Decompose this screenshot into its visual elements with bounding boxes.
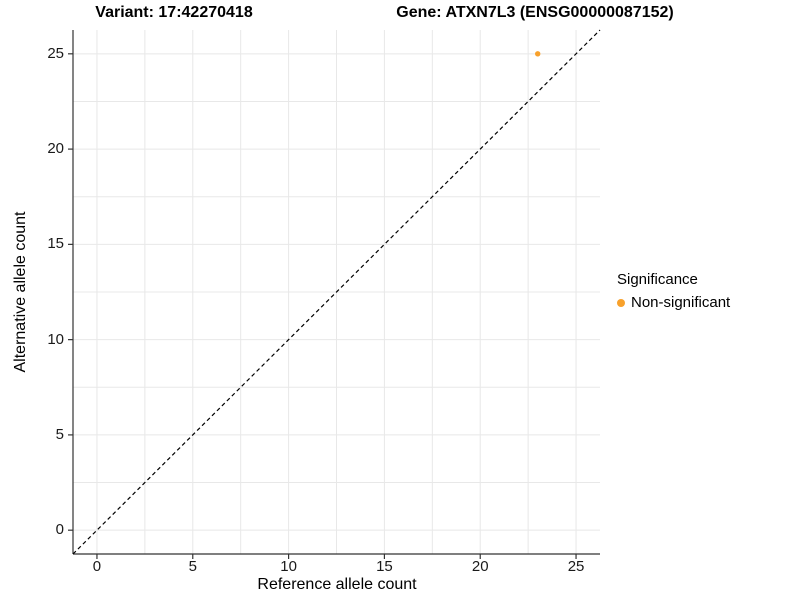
data-point xyxy=(535,51,541,57)
x-tick-label: 25 xyxy=(567,558,585,575)
x-tick-label: 20 xyxy=(471,558,489,575)
y-tick-label: 10 xyxy=(47,330,64,348)
x-tick-label: 15 xyxy=(376,558,393,575)
plot-title-gene: Gene: ATXN7L3 (ENSG00000087152) xyxy=(396,4,674,21)
x-tick-label: 0 xyxy=(92,558,102,575)
x-tick-label: 5 xyxy=(188,558,197,575)
x-axis-title: Reference allele count xyxy=(257,576,417,593)
plot-title-variant: Variant: 17:42270418 xyxy=(95,4,253,21)
identity-line xyxy=(72,29,601,555)
legend-item-label: Non-significant xyxy=(631,294,731,311)
legend: Significance Non-significant xyxy=(617,271,730,311)
y-tick-label: 0 xyxy=(55,521,64,539)
y-tick-label: 20 xyxy=(47,140,64,158)
legend-items: Non-significant xyxy=(617,294,730,311)
legend-item: Non-significant xyxy=(617,294,730,311)
y-tick-label: 5 xyxy=(55,425,64,443)
legend-title: Significance xyxy=(617,271,698,288)
legend-point-icon xyxy=(617,298,625,307)
y-tick-label: 15 xyxy=(47,235,64,253)
x-tick-label: 10 xyxy=(280,558,297,575)
y-tick-label: 25 xyxy=(47,44,64,62)
